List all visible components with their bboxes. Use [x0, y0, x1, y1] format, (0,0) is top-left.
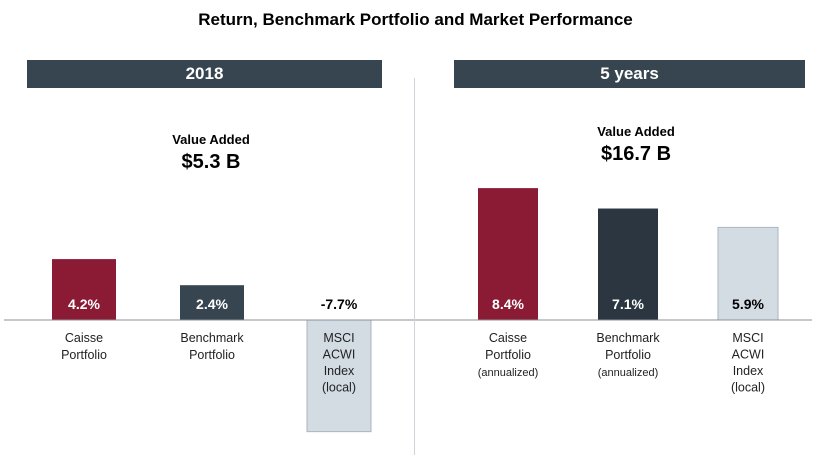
data-label: -7.7%	[321, 296, 358, 312]
value-added-label: Value Added	[597, 124, 675, 139]
category-label: (annualized)	[478, 367, 539, 379]
category-label: Index	[733, 364, 764, 378]
category-label: Index	[324, 364, 355, 378]
value-added-amount: $5.3 B	[181, 151, 241, 173]
panel-header-5-years: 5 years	[454, 60, 805, 88]
bar	[717, 226, 779, 321]
category-label: Caisse	[65, 331, 103, 345]
value-added-label: Value Added	[172, 132, 250, 147]
category-label: Portfolio	[61, 348, 107, 362]
value-added-2018: Value Added $5.3 B	[111, 132, 311, 174]
data-label: 5.9%	[732, 296, 764, 312]
bar	[52, 259, 116, 320]
data-label: 4.2%	[68, 296, 100, 312]
bar	[478, 188, 538, 320]
panel-divider	[414, 78, 415, 455]
category-label: (local)	[322, 381, 356, 395]
bar	[306, 319, 372, 433]
value-added-amount: $16.7 B	[600, 143, 672, 165]
category-label: MSCI	[323, 331, 354, 345]
bar	[180, 285, 244, 320]
category-label: (local)	[731, 381, 765, 395]
data-label: 7.1%	[612, 296, 644, 312]
value-added-5-years: Value Added $16.7 B	[536, 124, 736, 166]
category-label: Benchmark	[596, 331, 660, 345]
category-label: Caisse	[489, 331, 527, 345]
category-label: Benchmark	[180, 331, 244, 345]
category-label: Portfolio	[605, 348, 651, 362]
category-label: (annualized)	[598, 367, 659, 379]
bar	[598, 208, 658, 320]
category-label: Portfolio	[189, 348, 235, 362]
panel-header-2018: 2018	[27, 60, 382, 88]
category-label: Portfolio	[485, 348, 531, 362]
category-label: ACWI	[732, 348, 765, 362]
data-label: 2.4%	[196, 296, 228, 312]
category-label: ACWI	[323, 348, 356, 362]
chart-title: Return, Benchmark Portfolio and Market P…	[198, 10, 633, 29]
data-label: 8.4%	[492, 296, 524, 312]
category-label: MSCI	[732, 331, 763, 345]
